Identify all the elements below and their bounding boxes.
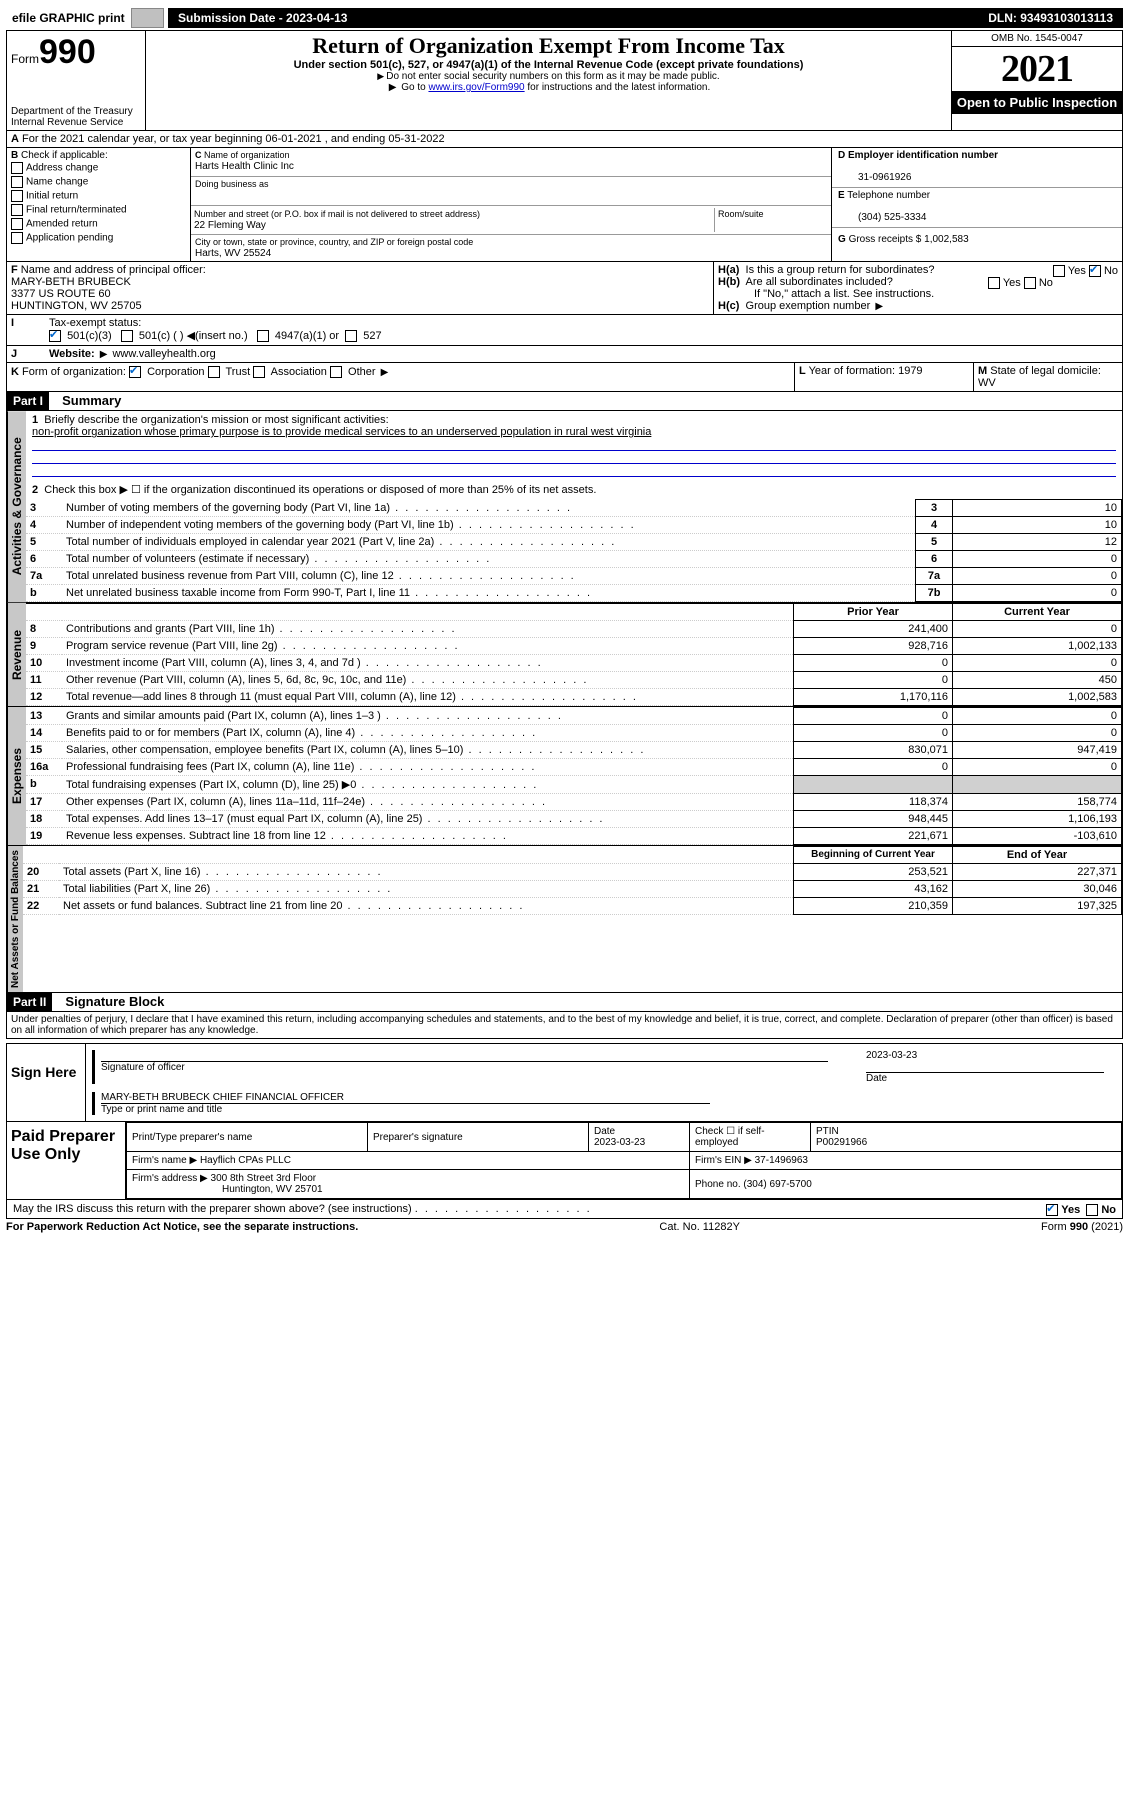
- header-line1: Do not enter social security numbers on …: [150, 71, 947, 82]
- signer-name: MARY-BETH BRUBECK CHIEF FINANCIAL OFFICE…: [101, 1092, 710, 1104]
- dept-label: Department of the Treasury: [11, 106, 141, 117]
- exp-table: 13 Grants and similar amounts paid (Part…: [26, 707, 1122, 845]
- cb-address-change[interactable]: [11, 162, 23, 174]
- website: www.valleyhealth.org: [112, 348, 215, 360]
- firm-phone: (304) 697-5700: [743, 1179, 811, 1190]
- cb-527[interactable]: [345, 330, 357, 342]
- firm-name: Hayflich CPAs PLLC: [200, 1155, 291, 1166]
- tab-governance: Activities & Governance: [7, 411, 26, 602]
- cb-amended[interactable]: [11, 218, 23, 230]
- revenue-section: Revenue Prior Year Current Year 8 Contri…: [6, 603, 1123, 707]
- paid-preparer-label: Paid Preparer Use Only: [7, 1122, 126, 1199]
- omb-number: OMB No. 1545-0047: [952, 31, 1122, 47]
- hb-yes[interactable]: [988, 277, 1000, 289]
- street: 22 Fleming Way: [194, 220, 266, 231]
- top-bar: efile GRAPHIC print Submission Date - 20…: [6, 6, 1123, 30]
- dln: DLN: 93493103013113: [978, 8, 1123, 28]
- part1-header: Part I Summary: [6, 392, 1123, 410]
- cb-final-return[interactable]: [11, 204, 23, 216]
- part2-header: Part II Signature Block: [6, 993, 1123, 1011]
- fh-block: F Name and address of principal officer:…: [6, 262, 1123, 315]
- firm-ein: 37-1496963: [755, 1155, 808, 1166]
- header-line2: Go to www.irs.gov/Form990 for instructio…: [150, 82, 947, 93]
- form-header: Form990 Department of the Treasury Inter…: [6, 30, 1123, 131]
- expenses-section: Expenses 13 Grants and similar amounts p…: [6, 707, 1123, 846]
- hb-no[interactable]: [1024, 277, 1036, 289]
- page-footer: For Paperwork Reduction Act Notice, see …: [6, 1219, 1123, 1233]
- preparer-block: Paid Preparer Use Only Print/Type prepar…: [6, 1122, 1123, 1200]
- form-title: Return of Organization Exempt From Incom…: [150, 33, 947, 59]
- phone: (304) 525-3334: [838, 212, 926, 223]
- ha-yes[interactable]: [1053, 265, 1065, 277]
- cb-4947[interactable]: [257, 330, 269, 342]
- discuss-row: May the IRS discuss this return with the…: [6, 1200, 1123, 1219]
- form-number: Form990: [11, 33, 141, 72]
- col-c: C Name of organization Harts Health Clin…: [191, 148, 832, 261]
- row-klm: K Form of organization: Corporation Trus…: [6, 363, 1123, 392]
- ein: 31-0961926: [838, 172, 911, 183]
- officer-addr1: 3377 US ROUTE 60: [11, 288, 111, 300]
- gross-receipts: 1,002,583: [924, 234, 969, 245]
- print-button[interactable]: [131, 8, 164, 28]
- sign-date: 2023-03-23: [866, 1050, 917, 1061]
- cb-assoc[interactable]: [253, 366, 265, 378]
- cb-other[interactable]: [330, 366, 342, 378]
- discuss-yes[interactable]: [1046, 1204, 1058, 1216]
- org-name: Harts Health Clinic Inc: [195, 161, 294, 172]
- cb-initial-return[interactable]: [11, 190, 23, 202]
- officer-addr2: HUNTINGTON, WV 25705: [11, 300, 142, 312]
- firm-addr1: 300 8th Street 3rd Floor: [211, 1173, 317, 1184]
- irs-link[interactable]: www.irs.gov/Form990: [428, 82, 524, 93]
- row-j: J Website: www.valleyhealth.org: [6, 346, 1123, 363]
- rev-table: Prior Year Current Year 8 Contributions …: [26, 603, 1122, 706]
- cb-501c[interactable]: [121, 330, 133, 342]
- form-subtitle: Under section 501(c), 527, or 4947(a)(1)…: [150, 59, 947, 71]
- cb-501c3[interactable]: [49, 330, 61, 342]
- tax-year: 2021: [952, 47, 1122, 91]
- irs-label: Internal Revenue Service: [11, 117, 141, 128]
- efile-label: efile GRAPHIC print: [6, 9, 131, 27]
- discuss-no[interactable]: [1086, 1204, 1098, 1216]
- net-table: Beginning of Current Year End of Year 20…: [23, 846, 1122, 915]
- cb-app-pending[interactable]: [11, 232, 23, 244]
- sign-here-label: Sign Here: [7, 1044, 86, 1121]
- sign-block: Sign Here Signature of officer 2023-03-2…: [6, 1043, 1123, 1122]
- col-d: D Employer identification number 31-0961…: [832, 148, 1122, 261]
- col-b: B Check if applicable: Address change Na…: [7, 148, 191, 261]
- netassets-section: Net Assets or Fund Balances Beginning of…: [6, 846, 1123, 993]
- row-i: I Tax-exempt status: 501(c)(3) 501(c) ( …: [6, 315, 1123, 346]
- tab-revenue: Revenue: [7, 603, 26, 706]
- officer-name: MARY-BETH BRUBECK: [11, 276, 131, 288]
- entity-block: B Check if applicable: Address change Na…: [6, 148, 1123, 262]
- cb-name-change[interactable]: [11, 176, 23, 188]
- firm-addr2: Huntington, WV 25701: [132, 1184, 323, 1195]
- tab-expenses: Expenses: [7, 707, 26, 845]
- row-a: A For the 2021 calendar year, or tax yea…: [6, 131, 1123, 148]
- gov-table: 3 Number of voting members of the govern…: [26, 499, 1122, 602]
- city: Harts, WV 25524: [195, 248, 271, 259]
- cb-trust[interactable]: [208, 366, 220, 378]
- ha-no[interactable]: [1089, 265, 1101, 277]
- declaration: Under penalties of perjury, I declare th…: [6, 1011, 1123, 1039]
- submission-date: Submission Date - 2023-04-13: [168, 8, 978, 28]
- part1-body: Activities & Governance 1 Briefly descri…: [6, 410, 1123, 603]
- tab-netassets: Net Assets or Fund Balances: [7, 846, 23, 992]
- cb-corp[interactable]: [129, 366, 141, 378]
- mission: non-profit organization whose primary pu…: [32, 426, 651, 438]
- ptin: P00291966: [816, 1137, 867, 1148]
- open-public: Open to Public Inspection: [952, 91, 1122, 114]
